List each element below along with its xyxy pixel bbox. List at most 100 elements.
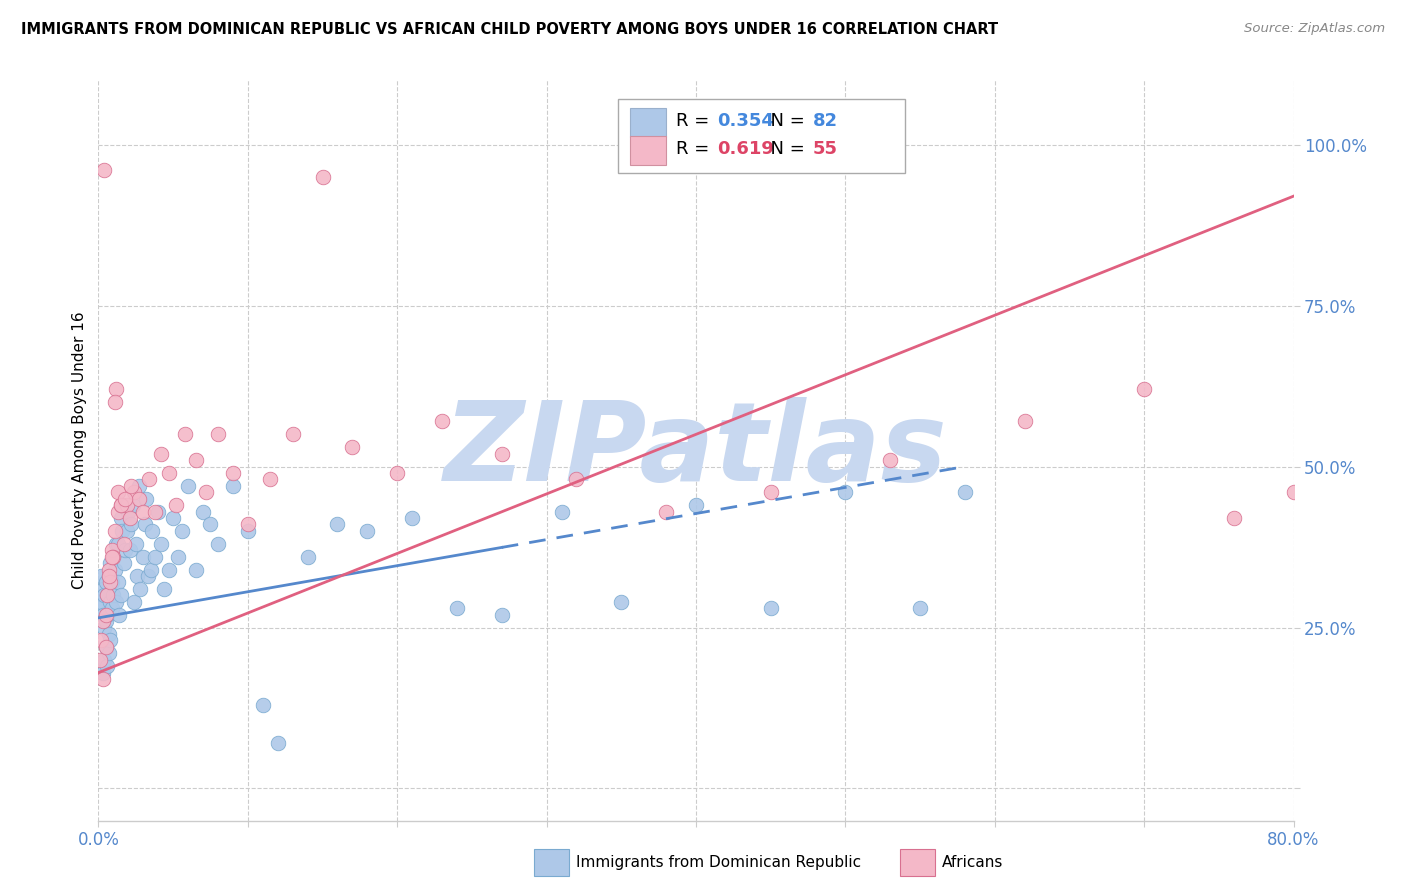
Point — [565, 472, 588, 486]
Point — [236, 524, 259, 538]
Point — [138, 472, 160, 486]
Point — [157, 563, 180, 577]
Point — [236, 517, 259, 532]
Point — [162, 511, 184, 525]
Point — [91, 607, 114, 622]
Point — [120, 479, 142, 493]
Point — [111, 524, 134, 538]
Point — [91, 582, 114, 596]
Point — [120, 517, 142, 532]
Point — [953, 485, 976, 500]
Point — [91, 665, 114, 680]
Point — [98, 633, 122, 648]
Point — [177, 479, 200, 493]
Point — [908, 601, 931, 615]
Point — [297, 549, 319, 564]
Point — [143, 505, 166, 519]
Point — [94, 640, 117, 654]
Point — [128, 491, 150, 506]
Point — [128, 479, 150, 493]
Text: 55: 55 — [813, 140, 838, 158]
Text: IMMIGRANTS FROM DOMINICAN REPUBLIC VS AFRICAN CHILD POVERTY AMONG BOYS UNDER 16 : IMMIGRANTS FROM DOMINICAN REPUBLIC VS AF… — [21, 22, 998, 37]
Point — [150, 537, 173, 551]
Point — [127, 569, 149, 583]
Point — [165, 498, 187, 512]
Point — [115, 524, 138, 538]
Point — [107, 485, 129, 500]
Point — [117, 505, 139, 519]
Point — [401, 511, 423, 525]
Point — [141, 524, 163, 538]
Point — [97, 646, 120, 660]
Point — [326, 517, 349, 532]
Point — [96, 588, 118, 602]
Point — [311, 169, 333, 184]
Point — [281, 427, 304, 442]
Point — [125, 537, 148, 551]
Point — [112, 556, 135, 570]
Point — [200, 517, 222, 532]
Point — [89, 653, 111, 667]
Point — [105, 595, 128, 609]
Point — [132, 505, 155, 519]
Point — [153, 582, 176, 596]
Point — [610, 595, 633, 609]
Point — [94, 607, 117, 622]
Point — [446, 601, 468, 615]
Point — [104, 395, 127, 409]
Point — [112, 537, 135, 551]
Point — [252, 698, 274, 712]
Point — [1133, 382, 1156, 396]
Point — [110, 511, 132, 525]
Point — [104, 563, 127, 577]
Point — [124, 595, 146, 609]
Point — [184, 563, 207, 577]
Point — [491, 447, 513, 461]
Point — [139, 563, 162, 577]
Point — [342, 440, 364, 454]
Point — [101, 549, 124, 564]
Point — [118, 543, 141, 558]
Point — [834, 485, 856, 500]
Point — [97, 627, 120, 641]
Point — [491, 607, 513, 622]
Point — [108, 607, 131, 622]
Point — [93, 588, 115, 602]
Bar — [630, 136, 666, 165]
Point — [118, 511, 141, 525]
Point — [132, 549, 155, 564]
Point — [121, 498, 143, 512]
Point — [385, 466, 409, 480]
Text: Immigrants from Dominican Republic: Immigrants from Dominican Republic — [576, 855, 862, 870]
Point — [430, 415, 453, 429]
Point — [97, 569, 120, 583]
Point — [1014, 415, 1036, 429]
Point — [90, 595, 112, 609]
Point — [124, 485, 146, 500]
Point — [107, 505, 129, 519]
Point — [184, 453, 207, 467]
Point — [98, 556, 122, 570]
Point — [93, 620, 115, 634]
Point — [93, 163, 115, 178]
Y-axis label: Child Poverty Among Boys Under 16: Child Poverty Among Boys Under 16 — [72, 311, 87, 590]
Point — [134, 517, 156, 532]
Point — [157, 466, 180, 480]
Point — [105, 382, 128, 396]
Point — [1282, 485, 1305, 500]
Point — [98, 595, 122, 609]
Point — [110, 498, 132, 512]
Point — [110, 588, 132, 602]
Text: Source: ZipAtlas.com: Source: ZipAtlas.com — [1244, 22, 1385, 36]
Point — [98, 575, 122, 590]
Point — [107, 575, 129, 590]
Point — [90, 633, 112, 648]
Point — [96, 607, 118, 622]
Point — [91, 672, 114, 686]
Point — [114, 491, 136, 506]
Point — [93, 653, 115, 667]
Point — [148, 505, 170, 519]
Point — [259, 472, 281, 486]
Point — [101, 601, 124, 615]
Text: N =: N = — [759, 112, 811, 130]
